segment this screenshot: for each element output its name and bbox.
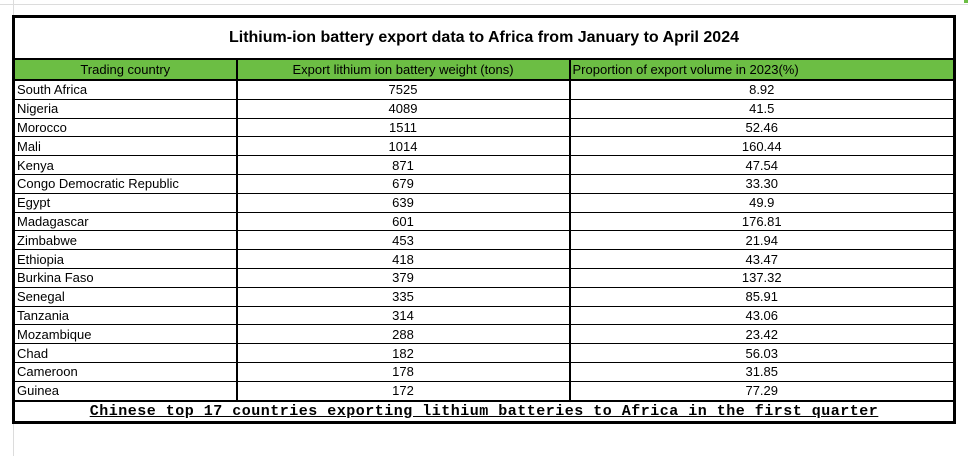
adjacent-cell-fragment: [964, 0, 968, 3]
weight-cell[interactable]: 1014: [235, 136, 570, 157]
country-cell[interactable]: South Africa: [13, 79, 237, 100]
weight-cell[interactable]: 871: [235, 155, 570, 175]
proportion-cell[interactable]: 23.42: [568, 324, 955, 345]
proportion-cell[interactable]: 160.44: [568, 136, 955, 157]
weight-cell[interactable]: 601: [235, 211, 570, 232]
table-row: Nigeria 4089 41.5: [13, 98, 955, 119]
table-row: Mozambique 288 23.42: [13, 324, 955, 345]
proportion-cell[interactable]: 43.06: [568, 305, 955, 326]
proportion-cell[interactable]: 77.29: [568, 380, 955, 402]
table-row: Madagascar 601 176.81: [13, 211, 955, 232]
column-header-export-weight[interactable]: Export lithium ion battery weight (tons): [235, 58, 570, 81]
proportion-cell[interactable]: 43.47: [568, 249, 955, 269]
country-cell[interactable]: Morocco: [13, 117, 237, 138]
weight-cell[interactable]: 182: [235, 343, 570, 363]
table-row: Mali 1014 160.44: [13, 136, 955, 157]
weight-cell[interactable]: 314: [235, 305, 570, 326]
footnote-row: Chinese top 17 countries exporting lithi…: [13, 399, 955, 423]
header-row: Trading country Export lithium ion batte…: [13, 58, 955, 81]
spreadsheet-gridline-horizontal: [0, 4, 968, 5]
proportion-cell[interactable]: 56.03: [568, 343, 955, 363]
proportion-cell[interactable]: 137.32: [568, 267, 955, 288]
weight-cell[interactable]: 418: [235, 249, 570, 269]
footnote-text: Chinese top 17 countries exporting lithi…: [89, 402, 879, 420]
country-cell[interactable]: Mali: [13, 136, 237, 157]
weight-cell[interactable]: 4089: [235, 98, 570, 119]
table-row: Morocco 1511 52.46: [13, 117, 955, 138]
proportion-cell[interactable]: 33.30: [568, 173, 955, 194]
weight-cell[interactable]: 335: [235, 286, 570, 307]
country-cell[interactable]: Madagascar: [13, 211, 237, 232]
weight-cell[interactable]: 1511: [235, 117, 570, 138]
proportion-cell[interactable]: 85.91: [568, 286, 955, 307]
country-cell[interactable]: Tanzania: [13, 305, 237, 326]
export-data-table: Lithium-ion battery export data to Afric…: [12, 15, 956, 424]
proportion-cell[interactable]: 31.85: [568, 361, 955, 382]
table-row: Egypt 639 49.9: [13, 192, 955, 213]
table-row: South Africa 7525 8.92: [13, 79, 955, 100]
country-cell[interactable]: Kenya: [13, 155, 237, 175]
weight-cell[interactable]: 178: [235, 361, 570, 382]
proportion-cell[interactable]: 176.81: [568, 211, 955, 232]
country-cell[interactable]: Senegal: [13, 286, 237, 307]
proportion-cell[interactable]: 41.5: [568, 98, 955, 119]
proportion-cell[interactable]: 52.46: [568, 117, 955, 138]
weight-cell[interactable]: 172: [235, 380, 570, 402]
country-cell[interactable]: Burkina Faso: [13, 267, 237, 288]
weight-cell[interactable]: 679: [235, 173, 570, 194]
table-row: Congo Democratic Republic 679 33.30: [13, 173, 955, 194]
table-row: Burkina Faso 379 137.32: [13, 267, 955, 288]
weight-cell[interactable]: 7525: [235, 79, 570, 100]
table-row: Ethiopia 418 43.47: [13, 249, 955, 269]
country-cell[interactable]: Mozambique: [13, 324, 237, 345]
weight-cell[interactable]: 639: [235, 192, 570, 213]
column-header-trading-country[interactable]: Trading country: [13, 58, 237, 81]
title-row: Lithium-ion battery export data to Afric…: [13, 16, 955, 60]
country-cell[interactable]: Nigeria: [13, 98, 237, 119]
column-header-proportion[interactable]: Proportion of export volume in 2023(%): [568, 58, 955, 81]
proportion-cell[interactable]: 21.94: [568, 230, 955, 251]
weight-cell[interactable]: 379: [235, 267, 570, 288]
country-cell[interactable]: Chad: [13, 343, 237, 363]
weight-cell[interactable]: 288: [235, 324, 570, 345]
proportion-cell[interactable]: 47.54: [568, 155, 955, 175]
country-cell[interactable]: Egypt: [13, 192, 237, 213]
country-cell[interactable]: Zimbabwe: [13, 230, 237, 251]
table-row: Cameroon 178 31.85: [13, 361, 955, 382]
table-row: Kenya 871 47.54: [13, 155, 955, 175]
table-row: Zimbabwe 453 21.94: [13, 230, 955, 251]
spreadsheet-gridline-vertical-bottom: [13, 424, 14, 456]
country-cell[interactable]: Congo Democratic Republic: [13, 173, 237, 194]
weight-cell[interactable]: 453: [235, 230, 570, 251]
table-row: Tanzania 314 43.06: [13, 305, 955, 326]
table-row: Chad 182 56.03: [13, 343, 955, 363]
country-cell[interactable]: Guinea: [13, 380, 237, 402]
table-row: Senegal 335 85.91: [13, 286, 955, 307]
proportion-cell[interactable]: 49.9: [568, 192, 955, 213]
proportion-cell[interactable]: 8.92: [568, 79, 955, 100]
spreadsheet-gridline-vertical-top: [13, 0, 14, 15]
table-footnote[interactable]: Chinese top 17 countries exporting lithi…: [13, 399, 955, 423]
country-cell[interactable]: Cameroon: [13, 361, 237, 382]
table-title[interactable]: Lithium-ion battery export data to Afric…: [13, 16, 955, 60]
country-cell[interactable]: Ethiopia: [13, 249, 237, 269]
table-row: Guinea 172 77.29: [13, 380, 955, 402]
